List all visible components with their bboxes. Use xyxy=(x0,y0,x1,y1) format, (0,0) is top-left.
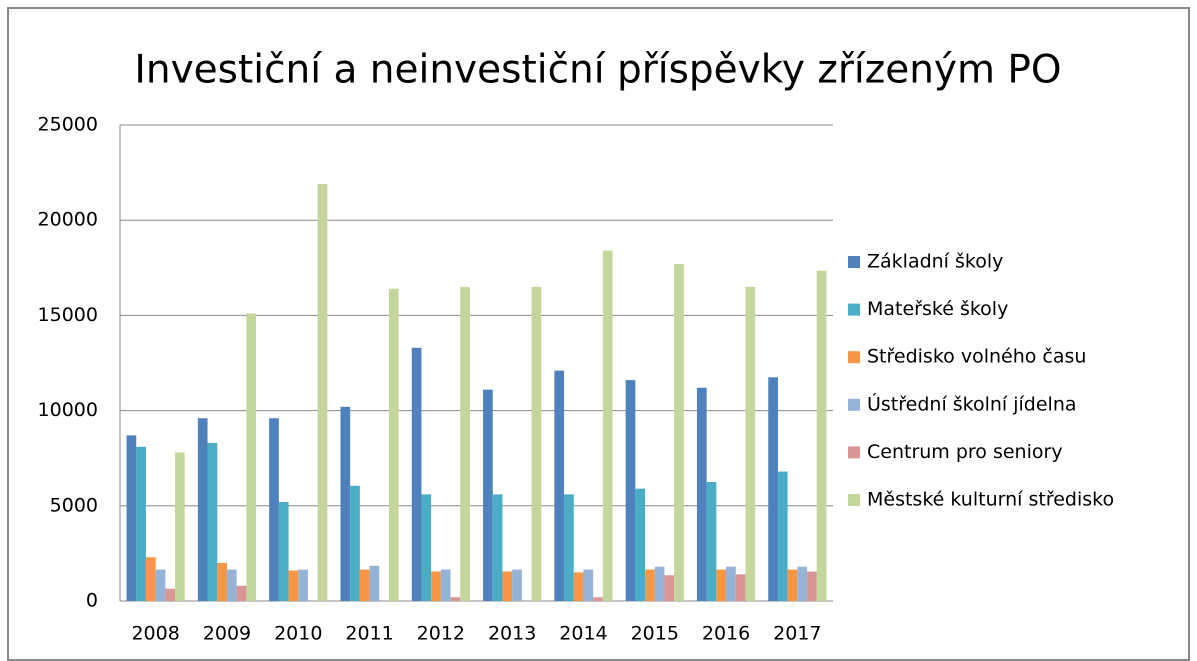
chart-frame xyxy=(7,7,1190,661)
bar xyxy=(787,569,798,601)
bar xyxy=(126,435,137,601)
x-tick-label: 2008 xyxy=(131,623,179,645)
bar xyxy=(512,569,522,601)
bar xyxy=(492,494,503,601)
bar xyxy=(359,569,370,601)
bar xyxy=(421,494,432,601)
y-tick-label: 25000 xyxy=(38,114,98,136)
bar xyxy=(136,446,146,601)
x-tick-label: 2013 xyxy=(488,623,536,645)
y-tick-label: 5000 xyxy=(50,494,98,516)
bar xyxy=(440,569,451,601)
bar xyxy=(797,566,808,601)
bar xyxy=(674,263,684,601)
bar xyxy=(460,286,470,601)
y-tick-label: 20000 xyxy=(38,209,98,231)
y-tick-label: 10000 xyxy=(38,399,98,421)
bar xyxy=(573,572,584,601)
bar xyxy=(298,569,308,601)
x-tick-label: 2009 xyxy=(203,623,251,645)
bar xyxy=(664,575,675,601)
x-tick-label: 2015 xyxy=(631,623,679,645)
x-tick-label: 2012 xyxy=(417,623,465,645)
bar xyxy=(531,286,542,601)
bar xyxy=(217,562,227,601)
bar xyxy=(502,571,513,601)
legend-swatch xyxy=(848,303,860,316)
bar xyxy=(735,574,746,601)
bar xyxy=(807,571,817,601)
bar xyxy=(706,482,717,601)
bar xyxy=(745,286,756,601)
bar xyxy=(207,442,218,601)
bar xyxy=(635,488,646,601)
legend-label: Mateřské školy xyxy=(867,298,1008,320)
chart-title: Investiční a neinvestiční příspěvky zříz… xyxy=(134,48,1061,93)
bar xyxy=(288,570,299,601)
bar xyxy=(226,569,237,601)
legend-label: Městské kulturní středisko xyxy=(867,489,1114,511)
legend-swatch xyxy=(848,351,860,364)
bar xyxy=(654,566,665,601)
legend-swatch xyxy=(848,446,860,459)
bar xyxy=(350,485,360,601)
bar xyxy=(777,471,788,601)
bar xyxy=(145,557,156,601)
legend-label: Středisko volného času xyxy=(867,346,1086,368)
bar xyxy=(645,569,655,601)
bar xyxy=(340,406,351,601)
y-tick-label: 15000 xyxy=(38,304,98,326)
bar xyxy=(593,597,603,601)
x-tick-label: 2010 xyxy=(274,623,322,645)
bar xyxy=(197,418,208,601)
bar xyxy=(726,566,736,601)
bar xyxy=(246,313,257,601)
bar xyxy=(554,370,565,601)
bar xyxy=(175,452,185,601)
bar xyxy=(564,494,574,601)
bar xyxy=(388,288,399,601)
legend-swatch xyxy=(848,494,860,506)
bar xyxy=(583,569,594,601)
bar xyxy=(625,380,636,601)
legend-label: Centrum pro seniory xyxy=(867,441,1063,463)
bar xyxy=(411,347,422,601)
legend-label: Ústřední školní jídelna xyxy=(867,391,1077,415)
legend-label: Základní školy xyxy=(867,251,1003,273)
x-tick-label: 2017 xyxy=(773,623,821,645)
x-tick-label: 2011 xyxy=(345,623,393,645)
bar xyxy=(768,377,778,601)
bar xyxy=(236,585,247,601)
bar xyxy=(165,588,176,601)
bar xyxy=(369,565,380,601)
x-tick-label: 2016 xyxy=(702,623,750,645)
bar xyxy=(450,597,461,601)
bar xyxy=(278,501,289,601)
bar xyxy=(602,250,613,601)
legend-swatch xyxy=(848,398,860,411)
y-tick-label: 0 xyxy=(86,590,98,612)
bar xyxy=(269,418,279,601)
bar xyxy=(716,569,727,601)
bar xyxy=(483,389,493,601)
bar xyxy=(317,184,328,602)
x-tick-label: 2014 xyxy=(559,623,607,645)
bar xyxy=(155,569,166,601)
bar xyxy=(816,270,827,601)
bar xyxy=(431,571,441,601)
legend-swatch xyxy=(848,256,860,268)
bar xyxy=(696,387,707,601)
